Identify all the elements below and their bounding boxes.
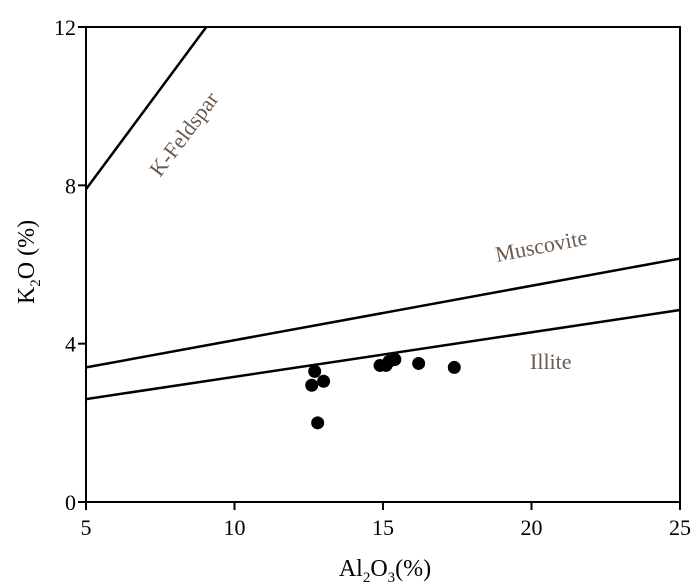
reference-lines bbox=[84, 26, 681, 401]
data-point bbox=[447, 360, 461, 374]
x-axis-label: Al2O3(%) bbox=[339, 556, 431, 582]
x-tick-label: 20 bbox=[521, 515, 543, 540]
line-label-muscovite: Muscovite bbox=[493, 225, 589, 267]
y-axis-label: K2O (%) bbox=[14, 220, 44, 304]
y-axis-ticks: 0 4 8 12 bbox=[54, 15, 86, 515]
y-tick-label: 8 bbox=[65, 173, 76, 198]
line-label-k-feldspar: K-Feldspar bbox=[144, 86, 224, 181]
data-point bbox=[305, 378, 319, 392]
reference-line-k-feldspar bbox=[84, 26, 208, 191]
reference-line-muscovite bbox=[85, 257, 681, 369]
y-tick-label: 4 bbox=[65, 332, 76, 357]
data-point bbox=[412, 356, 426, 370]
y-tick-label: 0 bbox=[65, 490, 76, 515]
plot-frame bbox=[85, 26, 681, 503]
data-point bbox=[317, 374, 331, 388]
y-tick-label: 12 bbox=[54, 15, 76, 40]
x-tick-label: 10 bbox=[224, 515, 246, 540]
x-axis-ticks: 5 10 15 20 25 bbox=[81, 502, 691, 540]
x-tick-label: 15 bbox=[372, 515, 394, 540]
reference-line-illite bbox=[85, 308, 681, 401]
data-points bbox=[305, 353, 461, 430]
data-point bbox=[311, 416, 325, 430]
x-tick-label: 5 bbox=[81, 515, 92, 540]
data-point bbox=[388, 353, 402, 366]
x-tick-label: 25 bbox=[669, 515, 691, 540]
line-label-illite: Illite bbox=[530, 349, 572, 374]
data-point bbox=[308, 364, 322, 378]
